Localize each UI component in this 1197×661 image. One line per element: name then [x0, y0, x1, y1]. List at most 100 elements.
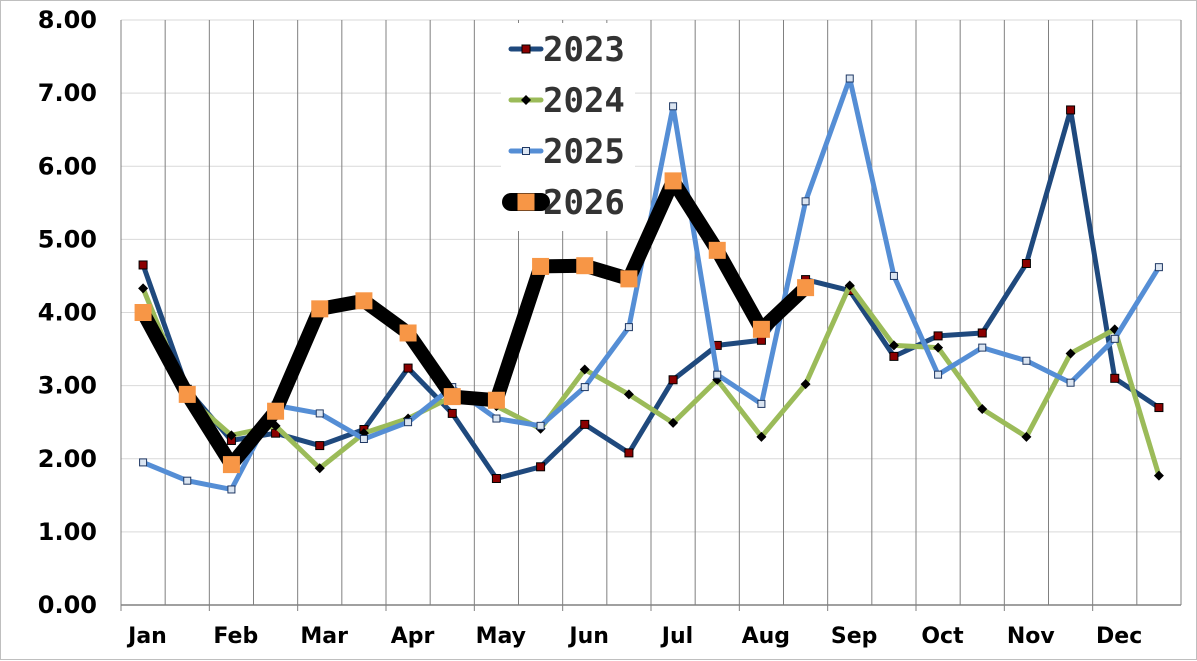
- data-point: [1154, 263, 1163, 272]
- data-point: [752, 320, 770, 338]
- series-2026: [134, 172, 815, 474]
- data-point: [801, 197, 810, 206]
- data-point: [800, 379, 811, 390]
- y-tick-label: 5.00: [38, 225, 97, 253]
- x-tick-label: Jan: [126, 624, 167, 649]
- data-point: [933, 342, 944, 353]
- data-point: [521, 44, 531, 54]
- y-tick-label: 3.00: [38, 372, 97, 400]
- data-point: [517, 193, 535, 211]
- data-point: [845, 74, 854, 83]
- legend-item-2024: 2024: [508, 81, 625, 121]
- data-point: [315, 409, 324, 418]
- data-point: [978, 343, 987, 352]
- data-point: [576, 257, 594, 275]
- data-point: [1065, 348, 1076, 359]
- y-tick-label: 7.00: [38, 79, 97, 107]
- data-point: [933, 331, 943, 341]
- data-point: [1153, 470, 1164, 481]
- legend-item-2023: 2023: [508, 30, 625, 70]
- data-point: [492, 414, 501, 423]
- y-tick-label: 0.00: [38, 591, 97, 619]
- data-point: [226, 430, 237, 441]
- axes: 0.00 1.00 2.00 3.00 4.00 5.00 6.00 7.00 8.00 Jan F…: [38, 6, 1181, 649]
- x-tick-label: Oct: [921, 624, 964, 649]
- data-point: [797, 279, 815, 297]
- y-tick-label: 4.00: [38, 299, 97, 327]
- data-point: [1110, 373, 1120, 383]
- data-point: [664, 172, 682, 190]
- data-point: [359, 435, 368, 444]
- x-tick-label: Dec: [1096, 624, 1142, 649]
- data-point: [889, 271, 898, 280]
- data-point: [139, 458, 148, 467]
- legend-item-2026: 2026: [502, 183, 625, 223]
- data-point: [314, 463, 325, 474]
- data-point: [977, 328, 987, 338]
- series-line-2024: [140, 282, 1162, 479]
- legend-label: 2025: [543, 132, 625, 172]
- data-point: [134, 304, 152, 321]
- data-point: [1021, 431, 1032, 442]
- x-tick-label: Sep: [831, 624, 878, 649]
- data-point: [183, 476, 192, 485]
- data-point: [1022, 356, 1031, 365]
- data-point: [536, 421, 545, 430]
- data-point: [227, 485, 236, 494]
- y-tick-label: 2.00: [38, 445, 97, 473]
- data-point: [522, 147, 530, 155]
- y-tick-label: 6.00: [38, 152, 97, 180]
- legend-label: 2024: [543, 81, 625, 121]
- y-tick-label: 1.00: [38, 518, 97, 546]
- data-point: [934, 370, 943, 379]
- data-point: [487, 391, 505, 409]
- data-point: [756, 431, 767, 442]
- data-point: [447, 408, 457, 418]
- data-point: [311, 300, 329, 318]
- data-point: [977, 404, 988, 415]
- data-point: [404, 418, 413, 427]
- data-point: [888, 340, 899, 351]
- series-layer: [134, 74, 1164, 494]
- data-point: [757, 399, 766, 408]
- x-tick-label: Mar: [300, 624, 348, 649]
- data-point: [620, 270, 638, 288]
- x-tick-label: Jun: [567, 624, 609, 649]
- x-tick-label: Apr: [391, 624, 435, 649]
- data-point: [708, 241, 726, 259]
- data-point: [1066, 105, 1076, 115]
- series-line-2026: [136, 173, 813, 472]
- legend-label: 2023: [543, 30, 625, 70]
- gridlines: [120, 19, 1182, 605]
- data-point: [138, 283, 149, 294]
- x-tick-label: Nov: [1007, 624, 1056, 649]
- data-point: [580, 383, 589, 392]
- data-point: [315, 441, 325, 451]
- data-point: [668, 375, 678, 385]
- data-point: [491, 473, 501, 483]
- data-point: [1066, 378, 1075, 387]
- y-tick-label: 8.00: [38, 6, 97, 34]
- data-point: [399, 324, 417, 342]
- x-tick-label: Aug: [742, 624, 790, 649]
- data-point: [1110, 334, 1119, 343]
- data-point: [669, 102, 678, 111]
- legend-item-2025: 2025: [508, 132, 625, 172]
- data-point: [138, 260, 148, 270]
- data-point: [624, 323, 633, 332]
- x-tick-label: Jul: [660, 624, 693, 649]
- data-point: [1154, 403, 1164, 413]
- data-point: [889, 351, 899, 361]
- data-point: [443, 388, 461, 406]
- data-point: [521, 95, 531, 105]
- x-tick-label: Feb: [213, 624, 258, 649]
- x-tick-label: May: [476, 624, 526, 649]
- data-point: [1021, 259, 1031, 269]
- data-point: [844, 280, 855, 291]
- data-point: [580, 419, 590, 429]
- data-point: [713, 370, 722, 379]
- data-point: [623, 389, 634, 400]
- legend-label: 2026: [543, 183, 625, 223]
